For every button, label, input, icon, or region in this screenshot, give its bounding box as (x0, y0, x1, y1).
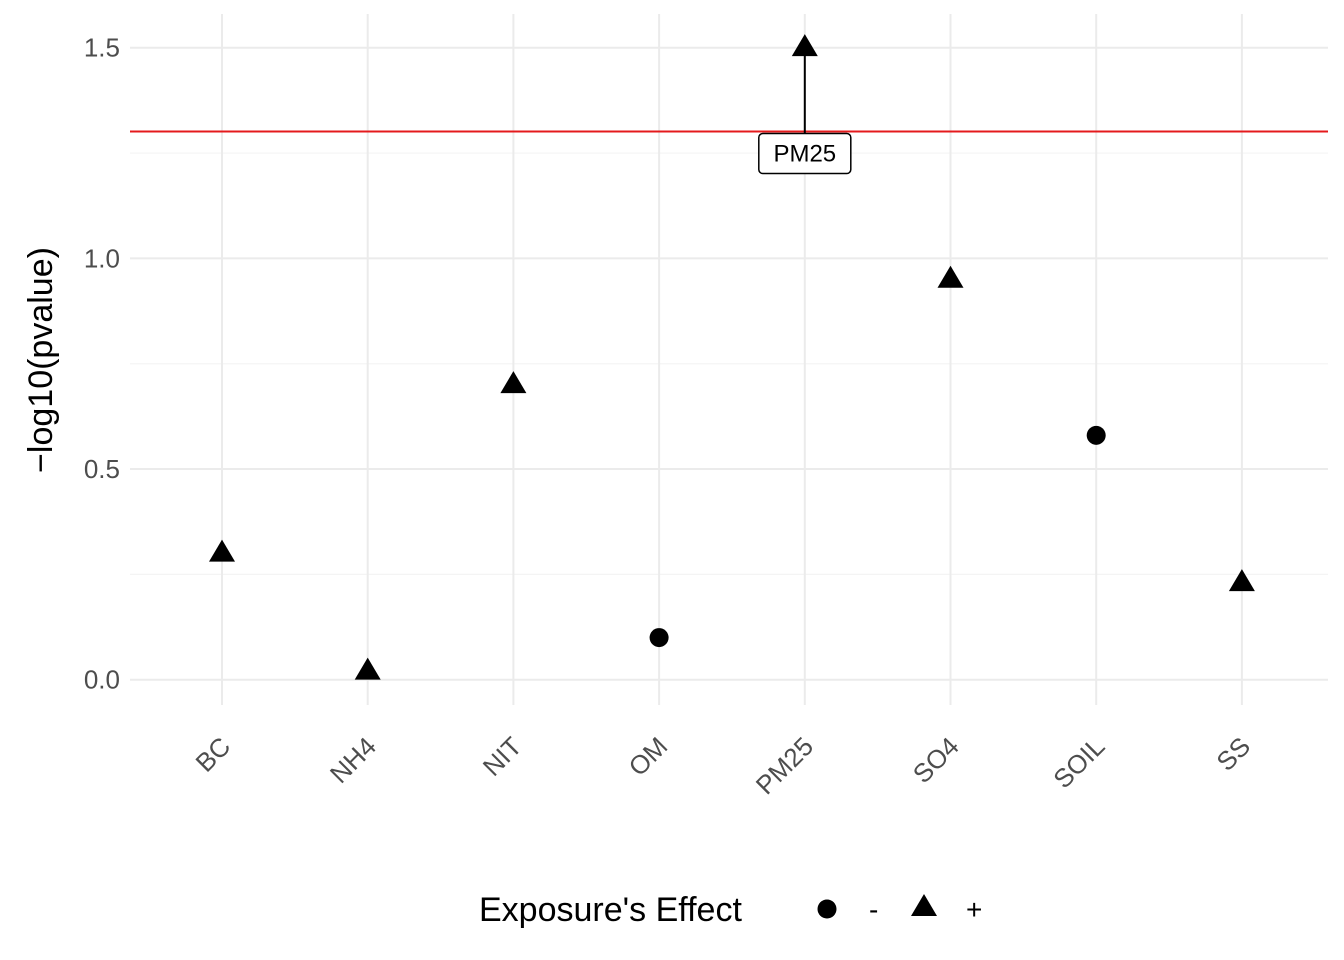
data-point-bc (209, 539, 235, 562)
grid-layer (130, 14, 1328, 705)
y-tick-label: 0.0 (84, 665, 120, 695)
legend-circle-icon (817, 899, 837, 919)
x-tick-label: OM (623, 731, 674, 782)
data-point-so4 (937, 265, 964, 288)
x-tick-label: NIT (477, 731, 528, 782)
y-axis-title: −log10(pvalue) (22, 247, 60, 473)
data-point-ss (1228, 569, 1255, 592)
x-tick-labels: BC NH4 NIT OM PM25 SO4 SOIL SS (189, 731, 1256, 800)
x-tick-label: SO4 (907, 731, 965, 789)
y-tick-label: 1.0 (84, 243, 120, 273)
annotation-label-text: PM25 (773, 141, 836, 168)
x-tick-label: SOIL (1047, 731, 1110, 794)
legend: Exposure's Effect - + (479, 891, 982, 929)
y-tick-labels: 0.0 0.5 1.0 1.5 (84, 33, 120, 695)
y-tick-label: 1.5 (84, 33, 120, 63)
x-tick-label: NH4 (324, 731, 382, 789)
legend-label-minus: - (869, 894, 878, 925)
legend-label-plus: + (966, 894, 982, 925)
data-point-nh4 (354, 657, 381, 680)
annotation-label-box (758, 132, 852, 175)
data-point-nit (500, 371, 527, 394)
legend-title: Exposure's Effect (479, 891, 742, 929)
legend-triangle-icon (911, 894, 937, 916)
annotation-layer: PM25 (758, 53, 852, 175)
data-point-soil (1086, 425, 1106, 445)
y-tick-label: 0.5 (84, 454, 120, 484)
data-point-om (649, 628, 669, 648)
x-tick-label: PM25 (750, 731, 819, 800)
points-layer (209, 34, 1255, 680)
data-point-pm25 (791, 34, 818, 57)
x-tick-label: BC (189, 731, 236, 778)
x-tick-label: SS (1210, 731, 1256, 777)
